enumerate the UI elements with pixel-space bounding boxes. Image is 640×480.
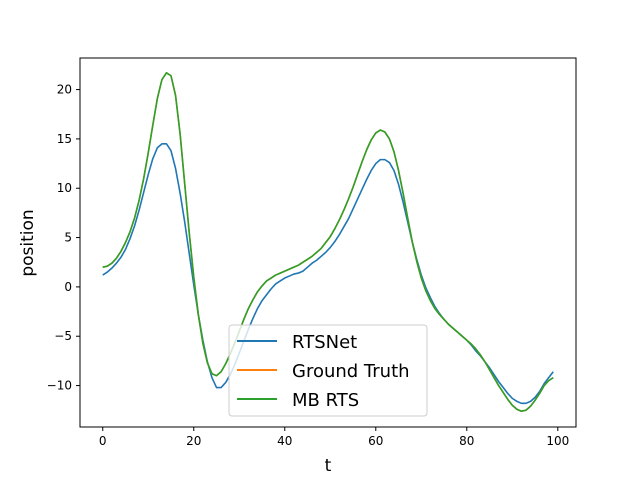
plot-frame — [79, 57, 577, 428]
x-tick-label: 80 — [459, 434, 474, 448]
y-tick-label: 10 — [57, 181, 72, 195]
x-tick-label: 100 — [546, 434, 569, 448]
series-line-mb-rts — [102, 72, 554, 413]
legend: RTSNet Ground Truth MB RTS — [228, 324, 428, 417]
x-axis-title: t — [325, 456, 332, 476]
y-tick-label: −5 — [54, 329, 72, 343]
y-tick-label: 15 — [57, 132, 72, 146]
x-tick-label: 0 — [99, 434, 107, 448]
legend-label-rtsnet: RTSNet — [292, 332, 357, 353]
series-line-rtsnet — [102, 143, 554, 405]
x-axis-ticks: 0 20 40 60 80 100 — [99, 427, 569, 448]
legend-label-ground-truth: Ground Truth — [292, 361, 410, 382]
y-axis-title: position — [18, 209, 38, 276]
y-tick-label: 20 — [57, 83, 72, 97]
x-tick-label: 20 — [186, 434, 201, 448]
y-axis-ticks: −10 −5 0 5 10 15 20 — [47, 83, 80, 393]
series-layer — [102, 72, 554, 413]
x-tick-label: 40 — [277, 434, 292, 448]
x-tick-label: 60 — [368, 434, 383, 448]
y-tick-label: −10 — [47, 379, 72, 393]
y-tick-label: 0 — [64, 280, 72, 294]
y-tick-label: 5 — [64, 231, 72, 245]
legend-box — [228, 324, 428, 417]
legend-label-mb-rts: MB RTS — [292, 390, 359, 411]
